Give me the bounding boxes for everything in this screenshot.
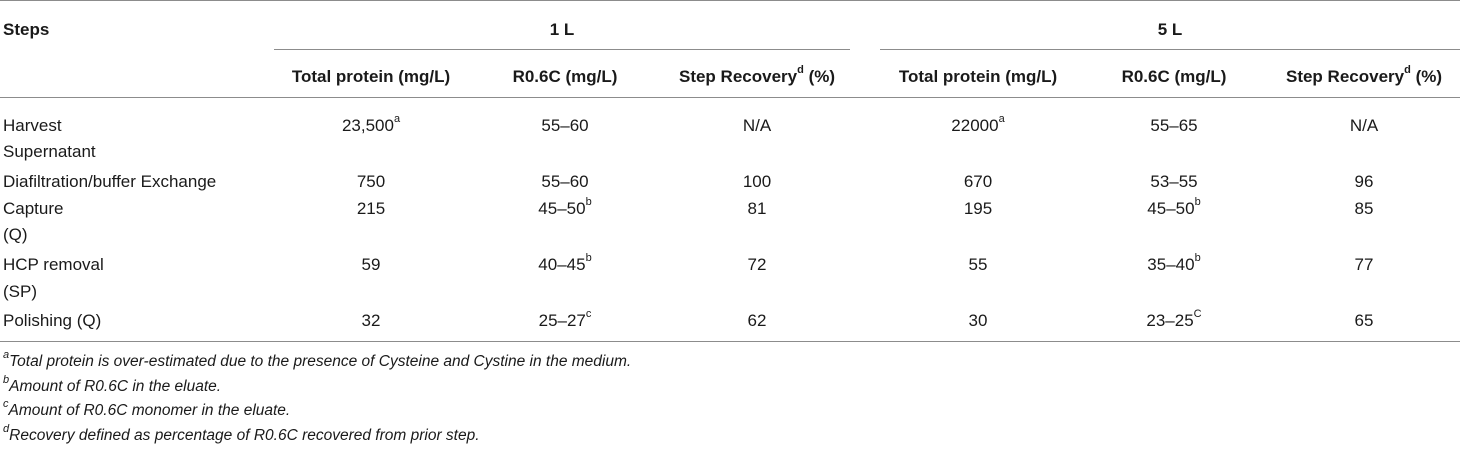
- cell-r06c-1l: 40–45b: [538, 252, 592, 274]
- cell-recovery-5l: 77: [1354, 255, 1374, 274]
- row-step-label: Capture: [3, 199, 64, 218]
- cell-r06c-1l: 45–50b: [538, 196, 592, 218]
- footnote-b: bAmount of R0.6C in the eluate.: [3, 373, 222, 395]
- cell-r06c-1l: 25–27c: [538, 308, 592, 330]
- footnote-a: aTotal protein is over-estimated due to …: [3, 348, 632, 370]
- cell-recovery-1l: 62: [747, 311, 767, 330]
- group-rule-5l: [880, 49, 1460, 50]
- cell-total-protein-1l: 23,500a: [341, 113, 401, 135]
- cell-r06c-5l: 53–55: [1150, 172, 1198, 191]
- header-steps: Steps: [3, 20, 50, 39]
- header-r06c-1l: R0.6C (mg/L): [512, 67, 618, 86]
- cell-r06c-5l: 45–50b: [1147, 196, 1201, 218]
- cell-recovery-1l: 100: [742, 172, 772, 191]
- cell-total-protein-5l: 22000a: [951, 113, 1005, 135]
- header-group-5l: 5 L: [1157, 20, 1183, 39]
- header-step-recovery-1l: Step Recoveryd (%): [678, 64, 836, 86]
- header-total-protein-1l: Total protein (mg/L): [291, 67, 451, 86]
- row-step-label: HCP removal: [3, 255, 104, 274]
- group-rule-1l: [274, 49, 850, 50]
- row-step-label-line2: (Q): [3, 225, 28, 244]
- cell-r06c-5l: 35–40b: [1147, 252, 1201, 274]
- footnote-c: cAmount of R0.6C monomer in the eluate.: [3, 397, 291, 419]
- cell-r06c-5l: 55–65: [1150, 116, 1198, 135]
- table-top-rule: [0, 0, 1460, 1]
- cell-recovery-5l: N/A: [1349, 116, 1379, 135]
- cell-total-protein-5l: 670: [963, 172, 993, 191]
- cell-recovery-5l: 65: [1354, 311, 1374, 330]
- cell-total-protein-5l: 30: [968, 311, 988, 330]
- cell-r06c-5l: 23–25C: [1146, 308, 1202, 330]
- cell-recovery-1l: 72: [747, 255, 767, 274]
- cell-total-protein-5l: 195: [963, 199, 993, 218]
- row-step-label: Diafiltration/buffer Exchange: [3, 172, 217, 191]
- table-header-rule: [0, 97, 1460, 98]
- table-bottom-rule: [0, 341, 1460, 342]
- row-step-label: Harvest: [3, 116, 62, 135]
- cell-recovery-5l: 96: [1354, 172, 1374, 191]
- cell-recovery-5l: 85: [1354, 199, 1374, 218]
- cell-total-protein-1l: 59: [361, 255, 381, 274]
- header-step-recovery-5l: Step Recoveryd (%): [1285, 64, 1443, 86]
- row-step-label: Polishing (Q): [3, 311, 102, 330]
- footnote-d: dRecovery defined as percentage of R0.6C…: [3, 422, 480, 444]
- cell-r06c-1l: 55–60: [541, 172, 589, 191]
- cell-recovery-1l: N/A: [742, 116, 772, 135]
- header-total-protein-5l: Total protein (mg/L): [898, 67, 1058, 86]
- row-step-label-line2: (SP): [3, 282, 37, 301]
- header-group-1l: 1 L: [549, 20, 575, 39]
- cell-total-protein-5l: 55: [968, 255, 988, 274]
- cell-r06c-1l: 55–60: [541, 116, 589, 135]
- cell-total-protein-1l: 750: [356, 172, 386, 191]
- cell-total-protein-1l: 215: [356, 199, 386, 218]
- row-step-label-line2: Supernatant: [3, 142, 96, 161]
- cell-recovery-1l: 81: [747, 199, 767, 218]
- header-r06c-5l: R0.6C (mg/L): [1121, 67, 1227, 86]
- cell-total-protein-1l: 32: [361, 311, 381, 330]
